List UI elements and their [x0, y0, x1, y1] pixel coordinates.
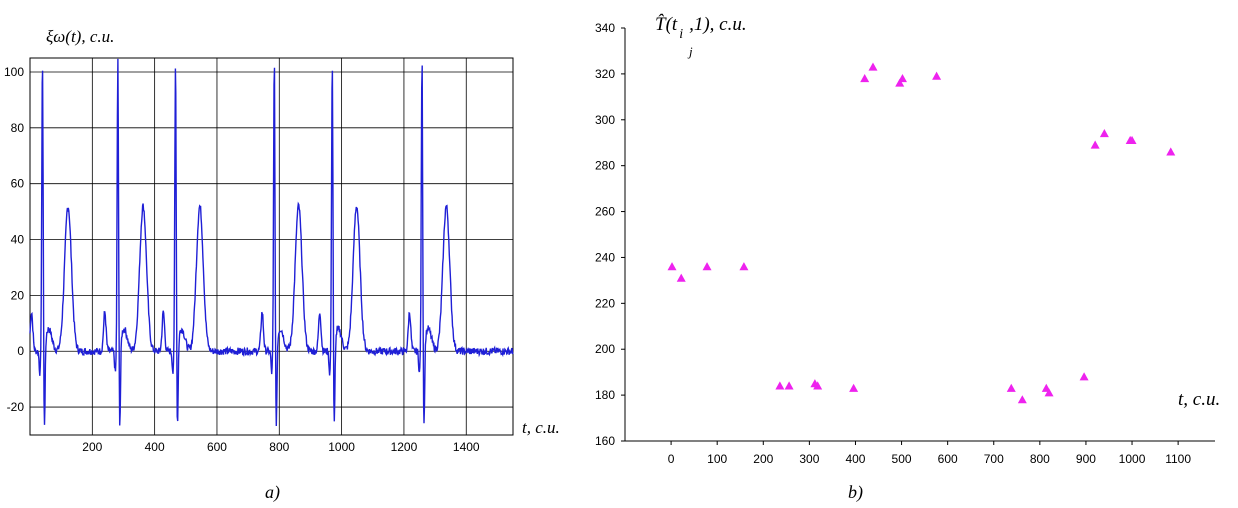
- plot-a-ytick-label: 0: [17, 344, 24, 358]
- plot-a-caption: a): [265, 482, 280, 503]
- scatter-point: [1127, 135, 1137, 145]
- plot-b-ytick-label: 280: [595, 159, 615, 173]
- scatter-point: [849, 383, 859, 392]
- plot-a-xtick-label: 800: [269, 440, 289, 454]
- scatter-point: [1006, 383, 1016, 392]
- plot-a-xtick-label: 1000: [328, 440, 355, 454]
- scatter-point: [860, 73, 870, 83]
- plot-b-ytick-label: 260: [595, 205, 615, 219]
- plot-b-ylabel-main: T̂(t: [655, 14, 678, 35]
- plot-b-ytick-label: 180: [595, 388, 615, 402]
- scatter-point: [702, 262, 712, 271]
- plot-b-xtick-label: 900: [1076, 452, 1096, 466]
- plot-b-xtick-label: 800: [1030, 452, 1050, 466]
- plot-a-ytick-label: 40: [11, 233, 25, 247]
- scatter-point: [1166, 147, 1176, 156]
- plot-a-xtick-label: 600: [207, 440, 227, 454]
- plot-a-tick-labels: 200 400 600 800 1000 1200 1400 -20 0 20 40 60 80 100: [4, 65, 480, 454]
- plot-a-xlabel: t, с.и.: [522, 418, 560, 437]
- plot-b-xtick-label: 300: [799, 452, 819, 466]
- plot-a-xtick-label: 1200: [391, 440, 418, 454]
- scatter-point: [1079, 372, 1089, 381]
- plot-b-ytick-label: 320: [595, 67, 615, 81]
- ecg-series-line: [29, 58, 514, 427]
- plot-b-xtick-label: 1100: [1165, 452, 1191, 466]
- scatter-point: [1099, 129, 1109, 138]
- plot-b-ytick-label: 300: [595, 113, 615, 127]
- plot-b-points: [667, 62, 1176, 404]
- plot-b-xtick-label: 400: [845, 452, 865, 466]
- plot-a-ytick-label: 20: [11, 288, 25, 302]
- scatter-point: [1044, 388, 1054, 397]
- plot-a-ylabel: ξω(t), с.и.: [46, 27, 114, 46]
- plot-b-ytick-label: 340: [595, 21, 615, 35]
- plot-a-xtick-label: 400: [145, 440, 165, 454]
- plot-b-ytick-label: 240: [595, 250, 615, 264]
- scatter-point: [1090, 140, 1100, 149]
- scatter-point: [739, 262, 749, 271]
- plot-b-caption: b): [848, 482, 863, 503]
- plot-a-xtick-label: 200: [82, 440, 102, 454]
- plot-b-xtick-label: 200: [753, 452, 773, 466]
- interval-scatter-chart: 160 180 200 220 240 260 280 300 320 340 0 100 200 300…: [595, 14, 1220, 503]
- plot-a-ytick-label: -20: [7, 400, 25, 414]
- plot-a-ytick-label: 80: [11, 121, 25, 135]
- scatter-point: [775, 381, 785, 390]
- plot-b-tick-labels: 160 180 200 220 240 260 280 300 320 340 0 100 200 300…: [595, 21, 1191, 466]
- ecg-signal-chart: 200 400 600 800 1000 1200 1400-20020406080100 …: [4, 27, 560, 503]
- plot-a-frame: [29, 57, 514, 436]
- plot-b-xtick-label: 600: [938, 452, 958, 466]
- scatter-point: [676, 273, 686, 282]
- scatter-point: [1017, 395, 1027, 404]
- scatter-point: [932, 71, 942, 80]
- scatter-point: [813, 381, 823, 390]
- plot-b-ytick-label: 220: [595, 296, 615, 310]
- scatter-point: [895, 78, 905, 87]
- scatter-point: [667, 262, 677, 271]
- plot-a-ytick-label: 60: [11, 177, 25, 191]
- plot-a-grid: [30, 58, 513, 435]
- plot-b-ytick-label: 200: [595, 342, 615, 356]
- plot-b-ylabel-sub: i: [679, 27, 683, 42]
- plot-b-xtick-label: 100: [707, 452, 727, 466]
- plot-a-ytick-label: 100: [4, 65, 24, 79]
- scatter-point: [868, 62, 878, 71]
- plot-b-xlabel: t, с.и.: [1178, 389, 1220, 410]
- plot-b-ylabel-subsub: j: [687, 44, 693, 59]
- plot-b-xtick-label: 1000: [1119, 452, 1146, 466]
- plot-b-ytick-label: 160: [595, 434, 615, 448]
- scatter-point: [784, 381, 794, 390]
- plot-b-axes: [621, 27, 1215, 445]
- scatter-point: [897, 73, 907, 83]
- plot-b-xtick-label: 700: [984, 452, 1004, 466]
- plot-b-xtick-label: 0: [668, 452, 675, 466]
- plot-b-ylabel: T̂(t i ,1), с.и.: [655, 14, 747, 42]
- plot-a-xtick-label: 1400: [453, 440, 480, 454]
- plot-b-ylabel-tail: ,1), с.и.: [689, 14, 747, 35]
- plot-b-xtick-label: 500: [892, 452, 912, 466]
